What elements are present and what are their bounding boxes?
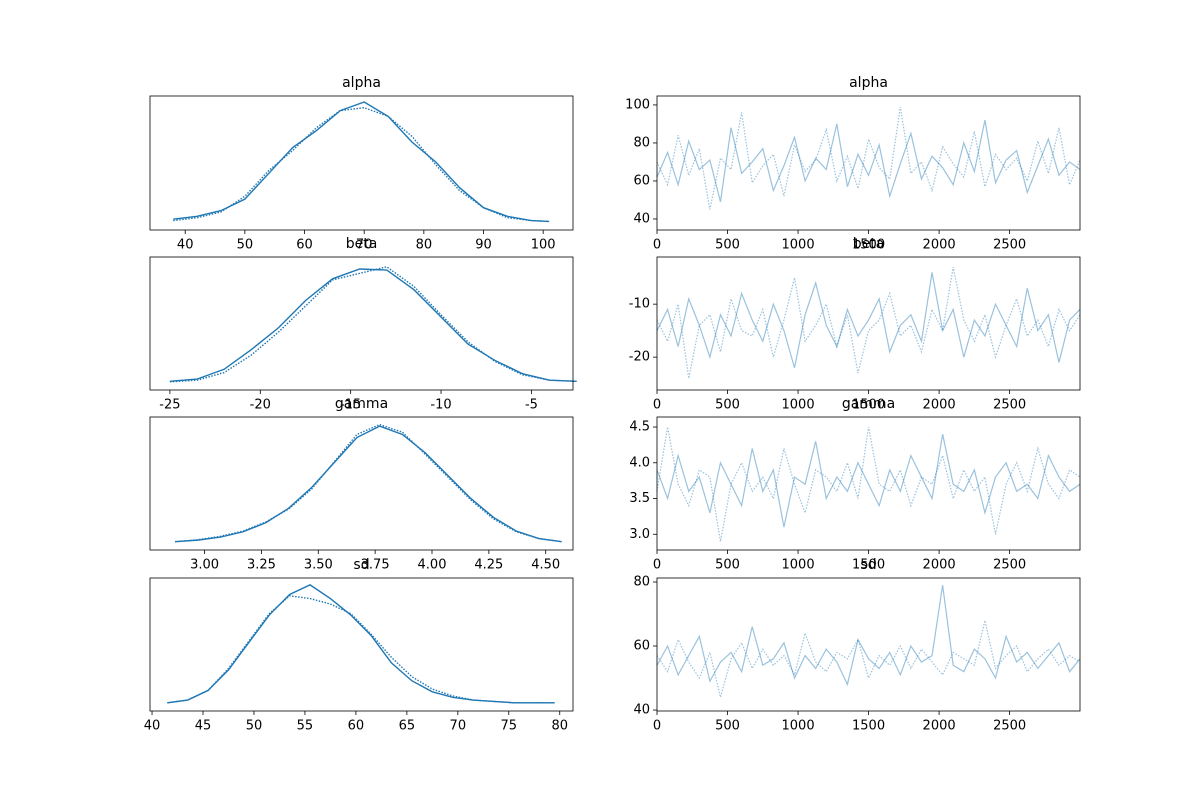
x-tick-label: 70 xyxy=(450,719,467,734)
x-tick-label: 50 xyxy=(246,719,263,734)
y-tick-label: -10 xyxy=(629,297,650,312)
x-tick-label: 1000 xyxy=(782,719,815,734)
series-line xyxy=(656,120,1081,203)
series-line xyxy=(169,268,577,382)
subplot-title: alpha xyxy=(342,75,381,91)
subplot-title: beta xyxy=(346,236,378,252)
x-tick-label: 3.75 xyxy=(361,558,390,573)
y-tick-label: 100 xyxy=(625,97,650,112)
x-tick-label: 55 xyxy=(297,719,314,734)
x-tick-label: 75 xyxy=(501,719,518,734)
x-tick-label: 2000 xyxy=(923,558,956,573)
y-tick-label: 3.0 xyxy=(629,527,650,542)
x-tick-label: 1500 xyxy=(852,398,885,413)
x-tick-label: 0 xyxy=(653,398,661,413)
x-tick-label: 4.00 xyxy=(418,558,447,573)
series-line xyxy=(656,266,1081,379)
subplot-title: alpha xyxy=(849,75,888,91)
x-tick-label: 70 xyxy=(356,238,373,253)
x-tick-label: 500 xyxy=(715,719,740,734)
x-tick-label: 4.25 xyxy=(474,558,503,573)
x-tick-label: 500 xyxy=(715,238,740,253)
x-tick-label: 2500 xyxy=(993,558,1026,573)
subplot-title: sd xyxy=(353,557,369,573)
x-tick-label: 2000 xyxy=(923,238,956,253)
x-tick-label: 2500 xyxy=(993,398,1026,413)
axes-frame xyxy=(149,577,574,712)
series-line xyxy=(169,266,577,383)
series-line xyxy=(656,272,1081,368)
series-line xyxy=(656,434,1081,528)
x-tick-label: 80 xyxy=(416,238,433,253)
x-tick-label: 1500 xyxy=(852,558,885,573)
x-tick-label: -15 xyxy=(340,398,361,413)
x-tick-label: 65 xyxy=(399,719,416,734)
x-tick-label: 0 xyxy=(653,719,661,734)
axes-frame xyxy=(149,95,574,231)
series-line xyxy=(174,425,562,543)
x-tick-label: 500 xyxy=(715,398,740,413)
series-line xyxy=(167,584,555,704)
subplot-title: gamma xyxy=(842,396,895,412)
x-tick-label: 2500 xyxy=(993,719,1026,734)
x-tick-label: -5 xyxy=(525,398,538,413)
y-tick-label: 4.5 xyxy=(629,420,650,435)
x-tick-label: 40 xyxy=(177,238,194,253)
x-tick-label: 1000 xyxy=(782,558,815,573)
axes-frame xyxy=(149,256,574,391)
y-tick-label: 4.0 xyxy=(629,455,650,470)
x-tick-label: 45 xyxy=(195,719,212,734)
series-line xyxy=(656,106,1081,210)
subplot-title: gamma xyxy=(335,396,388,412)
series-line xyxy=(656,426,1081,542)
y-tick-label: -20 xyxy=(629,350,650,365)
y-tick-label: 40 xyxy=(633,211,650,226)
subplot-title: sd xyxy=(860,557,876,573)
x-tick-label: 60 xyxy=(348,719,365,734)
x-tick-label: 2000 xyxy=(923,398,956,413)
x-tick-label: 2000 xyxy=(923,719,956,734)
axes-frame xyxy=(656,95,1081,231)
axes-frame xyxy=(656,256,1081,391)
x-tick-label: 80 xyxy=(551,719,568,734)
x-tick-label: 50 xyxy=(237,238,254,253)
x-tick-label: 1000 xyxy=(782,238,815,253)
series-line xyxy=(656,620,1081,698)
axes-frame xyxy=(656,577,1081,712)
x-tick-label: 40 xyxy=(144,719,161,734)
y-tick-label: 80 xyxy=(633,135,650,150)
x-tick-label: 500 xyxy=(715,558,740,573)
subplot-title: beta xyxy=(853,236,885,252)
series-line xyxy=(173,106,550,223)
y-tick-label: 60 xyxy=(633,173,650,188)
x-tick-label: 3.25 xyxy=(247,558,276,573)
y-tick-label: 60 xyxy=(633,639,650,654)
series-line xyxy=(167,595,555,704)
x-tick-label: -10 xyxy=(430,398,451,413)
x-tick-label: 2500 xyxy=(993,238,1026,253)
x-tick-label: 1500 xyxy=(852,238,885,253)
y-tick-label: 3.5 xyxy=(629,491,650,506)
series-line xyxy=(174,423,562,543)
x-tick-label: -20 xyxy=(250,398,271,413)
series-line xyxy=(173,101,550,223)
y-tick-label: 40 xyxy=(633,703,650,718)
x-tick-label: 0 xyxy=(653,238,661,253)
x-tick-label: 3.00 xyxy=(190,558,219,573)
x-tick-label: -25 xyxy=(159,398,180,413)
y-tick-label: 80 xyxy=(633,575,650,590)
series-line xyxy=(656,585,1081,687)
x-tick-label: 1000 xyxy=(782,398,815,413)
x-tick-label: 1500 xyxy=(852,719,885,734)
axes-frame xyxy=(149,416,574,551)
x-tick-label: 90 xyxy=(475,238,492,253)
x-tick-label: 60 xyxy=(296,238,313,253)
x-tick-label: 3.50 xyxy=(304,558,333,573)
x-tick-label: 4.50 xyxy=(531,558,560,573)
x-tick-label: 100 xyxy=(531,238,556,253)
x-tick-label: 0 xyxy=(653,558,661,573)
